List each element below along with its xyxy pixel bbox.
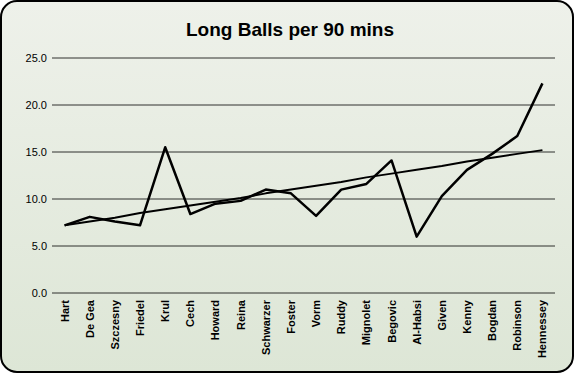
grid-line (52, 199, 555, 200)
x-tick-label: Hart (59, 300, 71, 322)
x-tick-label: Given (436, 300, 448, 331)
x-tick-label: De Gea (84, 299, 96, 338)
y-tick-label: 0.0 (32, 287, 47, 299)
grid-line (52, 293, 555, 294)
x-tick-label: Bogdan (486, 300, 498, 341)
plot-area (65, 83, 543, 236)
y-tick-label: 10.0 (26, 193, 47, 205)
x-tick-label: Foster (285, 299, 297, 333)
x-tick-label: Ruddy (335, 299, 347, 334)
x-tick-label: Friedel (134, 300, 146, 336)
grid-line (52, 58, 555, 59)
data-line (65, 83, 543, 236)
x-tick-label: Robinson (511, 300, 523, 351)
x-tick-label: Szczesny (109, 299, 121, 349)
chart-container: Long Balls per 90 mins 0.0 5.0 10.0 15.0 20.0… (0, 0, 574, 373)
x-tick-label: Cech (184, 300, 196, 327)
chart-title: Long Balls per 90 mins (186, 19, 394, 40)
y-tick-label: 15.0 (26, 146, 47, 158)
grid-line (52, 105, 555, 106)
grid-line (52, 246, 555, 247)
y-tick-label: 25.0 (26, 52, 47, 64)
grid-line (52, 152, 555, 153)
x-tick-label: Vorm (310, 300, 322, 328)
x-tick-label: Howard (209, 300, 221, 340)
chart-frame (1, 1, 573, 372)
x-tick-label: Al-Habsi (411, 300, 423, 345)
x-tick-label: Kenny (461, 299, 473, 334)
x-tick-label: Reina (235, 299, 247, 330)
trend-line (65, 150, 543, 225)
y-tick-label: 5.0 (32, 240, 47, 252)
x-tick-label: Schwarzer (260, 299, 272, 355)
x-tick-label: Mignolet (360, 300, 372, 346)
x-tick-label: Hennessey (536, 299, 548, 358)
chart: Long Balls per 90 mins 0.0 5.0 10.0 15.0 20.0… (0, 0, 574, 373)
y-tick-label: 20.0 (26, 99, 47, 111)
x-tick-label: Begovic (386, 300, 398, 343)
x-tick-label: Krul (159, 300, 171, 322)
